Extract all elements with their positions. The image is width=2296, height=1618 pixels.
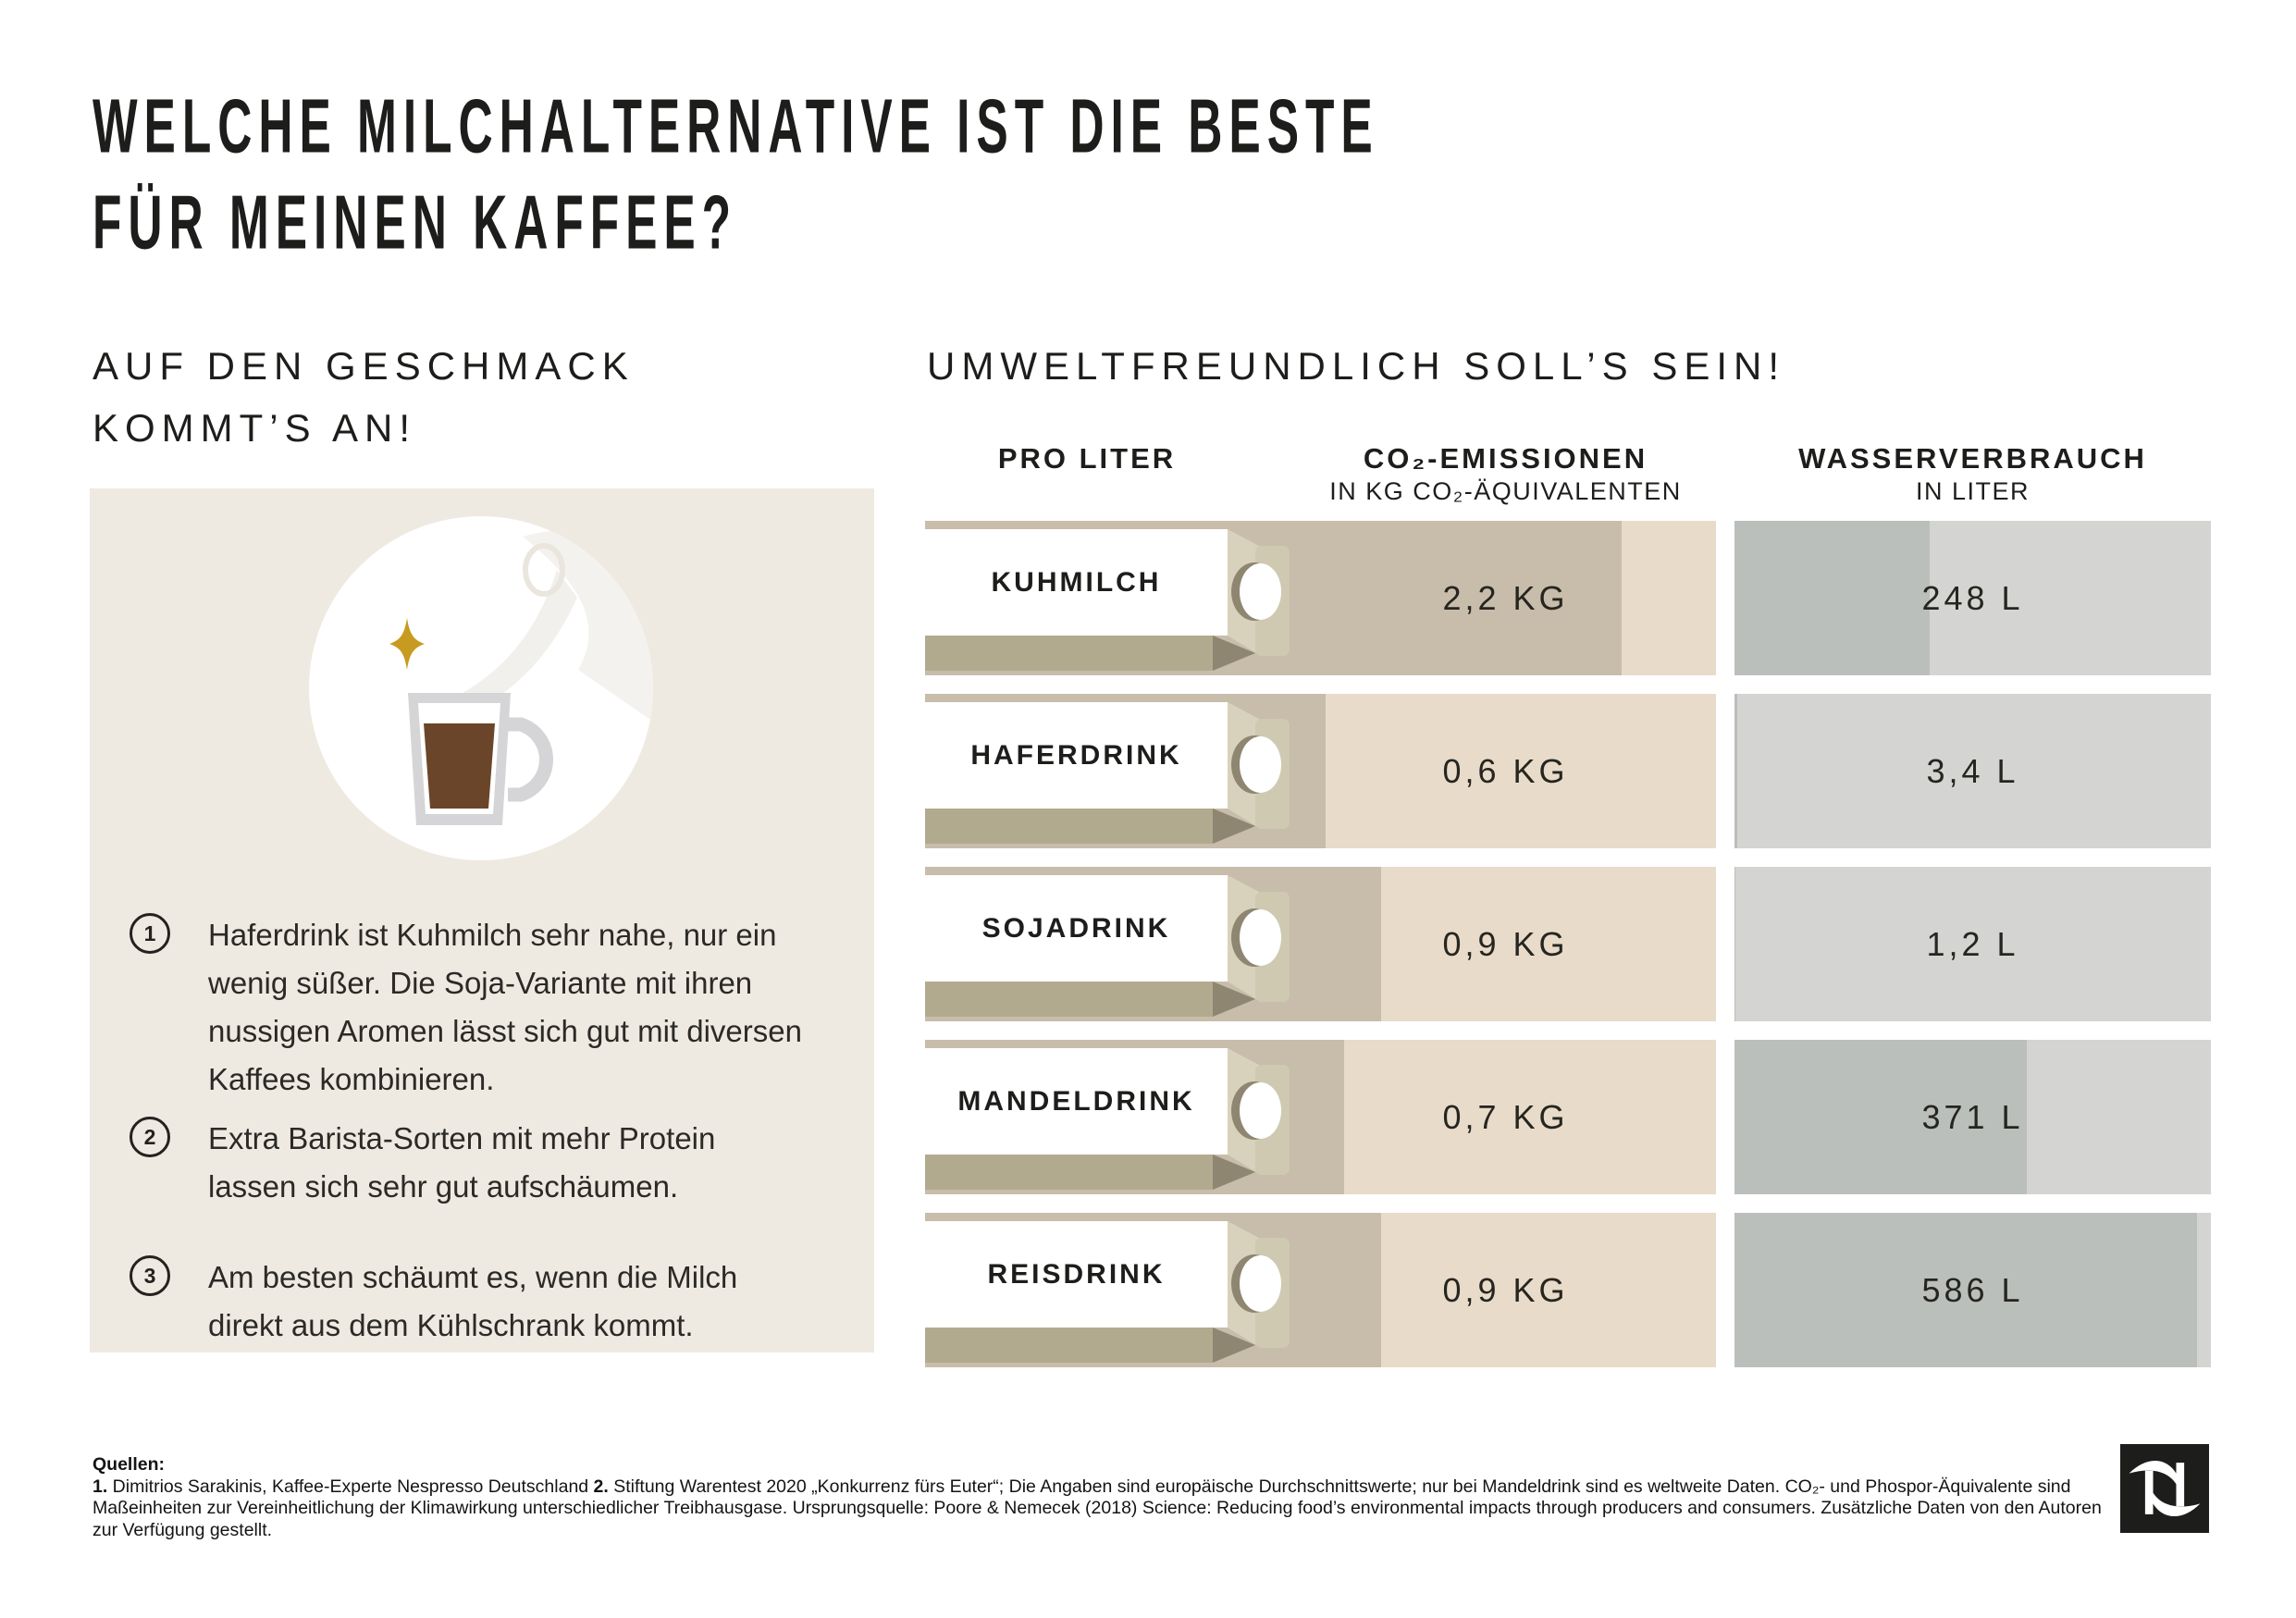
page-title-line1: WELCHE MILCHALTERNATIVE IST DIE BESTE (93, 82, 1379, 169)
tip-item: 3 Am besten schäumt es, wenn die Milch d… (130, 1254, 851, 1350)
table-row-reisdrink: 0,9 KG 586 L REISDRINK (925, 1213, 2211, 1367)
water-value: 3,4 L (1926, 751, 2019, 790)
milk-pitcher-shape (523, 529, 653, 720)
eco-section-heading: UMWELTFREUNDLICH SOLL’S SEIN! (927, 344, 1786, 388)
sources-label: Quellen: (93, 1454, 166, 1475)
product-name: SOJADRINK (925, 875, 1228, 982)
taste-heading-line2: KOMMT’S AN! (93, 406, 417, 450)
product-name: REISDRINK (925, 1221, 1228, 1328)
co2-value: 0,9 KG (1442, 924, 1569, 963)
nespresso-logo (2120, 1444, 2209, 1533)
pitcher-ring (523, 543, 565, 597)
water-bar-track (1734, 694, 2211, 848)
tip-item: 1 Haferdrink ist Kuhmilch sehr nahe, nur… (130, 911, 851, 1104)
source2-marker: 2. (593, 1476, 609, 1497)
co2-value: 0,6 KG (1442, 751, 1569, 790)
carton-bottom (925, 1328, 1213, 1363)
taste-heading-line1: AUF DEN GESCHMACK (93, 344, 635, 388)
glass-handle (508, 717, 553, 802)
tip-text: Am besten schäumt es, wenn die Milch dir… (208, 1260, 738, 1342)
column-subheader-co2: IN KG CO₂-ÄQUIVALENTEN (1329, 477, 1682, 505)
milk-carton-label: HAFERDRINK (925, 694, 1295, 848)
milk-carton-label: REISDRINK (925, 1213, 1295, 1367)
tip-text: Haferdrink ist Kuhmilch sehr nahe, nur e… (208, 918, 802, 1096)
taste-section-heading: AUF DEN GESCHMACK KOMMT’S AN! (93, 335, 635, 459)
column-header-product: PRO LITER (997, 442, 1177, 475)
water-value: 586 L (1921, 1270, 2024, 1309)
co2-value: 0,9 KG (1442, 1270, 1569, 1309)
co2-value: 2,2 KG (1442, 578, 1569, 617)
coffee-fill (424, 723, 495, 809)
column-header-water: WASSERVERBRAUCH (1798, 442, 2147, 475)
source2-text: Stiftung Warentest 2020 „Konkurrenz fürs… (93, 1476, 2102, 1540)
tip-number-badge: 2 (130, 1117, 170, 1157)
table-row-haferdrink: 0,6 KG 3,4 L HAFERDRINK (925, 694, 2211, 848)
water-bar-fill (1734, 1213, 2197, 1367)
page-title-line2: FÜR MEINEN KAFFEE? (93, 179, 738, 266)
carton-bottom (925, 809, 1213, 844)
page-title: WELCHE MILCHALTERNATIVE IST DIE BESTE FÜ… (93, 78, 1379, 270)
water-value: 371 L (1921, 1097, 2024, 1136)
tip-item: 2 Extra Barista-Sorten mit mehr Protein … (130, 1115, 851, 1211)
carton-cap (1240, 1082, 1281, 1139)
source1-marker: 1. (93, 1476, 108, 1497)
table-row-sojadrink: 0,9 KG 1,2 L SOJADRINK (925, 867, 2211, 1021)
carton-cap (1240, 1255, 1281, 1312)
product-name: MANDELDRINK (925, 1048, 1228, 1155)
water-bar-track (1734, 867, 2211, 1021)
carton-cap (1240, 563, 1281, 620)
sources-footnote: Quellen: 1. Dimitrios Sarakinis, Kaffee-… (93, 1454, 2109, 1541)
water-bar-track (1734, 1040, 2211, 1194)
water-bar-fill (1734, 521, 1931, 675)
water-bar-fill (1734, 694, 1738, 848)
column-subheader-water: IN LITER (1915, 477, 2031, 505)
water-bar-fill (1734, 867, 1736, 1021)
taste-panel: 1 Haferdrink ist Kuhmilch sehr nahe, nur… (90, 488, 874, 1352)
carton-bottom (925, 982, 1213, 1017)
table-row-mandeldrink: 0,7 KG 371 L MANDELDRINK (925, 1040, 2211, 1194)
column-header-co2: CO₂-EMISSIONEN (1363, 442, 1648, 475)
co2-value: 0,7 KG (1442, 1097, 1569, 1136)
milk-carton-label: KUHMILCH (925, 521, 1295, 675)
water-bar-track (1734, 521, 2211, 675)
carton-cap (1240, 909, 1281, 966)
milk-pour-illustration (309, 516, 653, 860)
water-bar-track (1734, 1213, 2211, 1367)
tip-number-badge: 1 (130, 913, 170, 954)
water-value: 1,2 L (1926, 924, 2019, 963)
water-value: 248 L (1921, 578, 2024, 617)
carton-bottom (925, 636, 1213, 671)
tip-number-badge: 3 (130, 1255, 170, 1296)
table-row-kuhmilch: 2,2 KG 248 L KUHMILCH (925, 521, 2211, 675)
tip-text: Extra Barista-Sorten mit mehr Protein la… (208, 1121, 716, 1204)
nespresso-n-icon (2129, 1460, 2201, 1517)
source1-text: Dimitrios Sarakinis, Kaffee-Experte Nesp… (107, 1476, 594, 1497)
milk-carton-label: SOJADRINK (925, 867, 1295, 1021)
product-name: KUHMILCH (925, 529, 1228, 636)
carton-cap (1240, 736, 1281, 793)
sparkle-icon (389, 618, 425, 670)
product-name: HAFERDRINK (925, 702, 1228, 809)
milk-carton-label: MANDELDRINK (925, 1040, 1295, 1194)
water-bar-fill (1734, 1040, 2027, 1194)
carton-bottom (925, 1155, 1213, 1190)
